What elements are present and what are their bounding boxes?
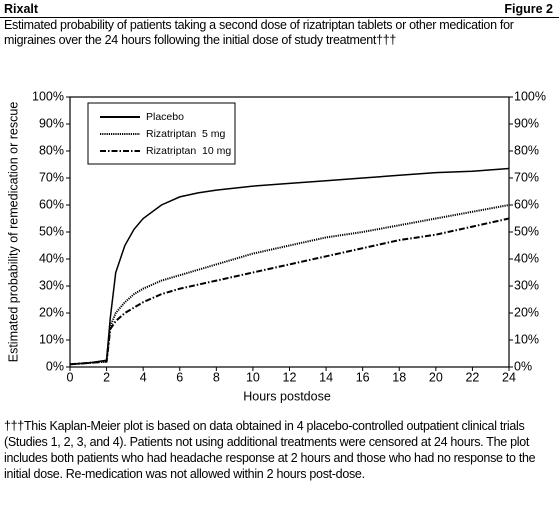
y-tick-label: 70% bbox=[39, 170, 64, 184]
x-tick-label: 20 bbox=[429, 370, 443, 384]
footnote: †††This Kaplan-Meier plot is based on da… bbox=[4, 419, 536, 481]
x-tick-label: 2 bbox=[103, 370, 110, 384]
x-tick-label: 12 bbox=[283, 370, 297, 384]
header-right: Figure 2 bbox=[504, 2, 553, 16]
series-line bbox=[69, 217, 510, 366]
y2-tick-label: 80% bbox=[514, 143, 539, 157]
x-tick-label: 16 bbox=[356, 370, 370, 384]
y-tick-label: 90% bbox=[39, 116, 64, 130]
y2-tick-label: 20% bbox=[514, 305, 539, 319]
y-tick-label: 100% bbox=[32, 89, 64, 103]
series-line bbox=[69, 167, 510, 366]
legend-box bbox=[87, 102, 236, 165]
x-tick-label: 6 bbox=[176, 370, 183, 384]
chart-title: Estimated probability of patients taking… bbox=[4, 18, 514, 47]
y2-tick-label: 10% bbox=[514, 332, 539, 346]
legend-label: Rizatriptan 10 mg bbox=[146, 145, 231, 157]
y2-tick-label: 30% bbox=[514, 278, 539, 292]
y2-tick-label: 40% bbox=[514, 251, 539, 265]
y-tick-label: 80% bbox=[39, 143, 64, 157]
y2-tick-label: 90% bbox=[514, 116, 539, 130]
y-axis-label: Estimated probability of remedication or… bbox=[6, 102, 20, 363]
x-tick-label: 22 bbox=[465, 370, 479, 384]
y2-tick-label: 60% bbox=[514, 197, 539, 211]
y-tick-label: 0% bbox=[46, 359, 64, 373]
y-tick-label: 10% bbox=[39, 332, 64, 346]
legend-label: Placebo bbox=[146, 111, 184, 123]
x-tick-label: 24 bbox=[502, 370, 516, 384]
x-tick-label: 8 bbox=[213, 370, 220, 384]
y2-tick-label: 100% bbox=[514, 89, 546, 103]
y2-tick-label: 70% bbox=[514, 170, 539, 184]
x-tick-label: 10 bbox=[246, 370, 260, 384]
x-tick-label: 4 bbox=[140, 370, 147, 384]
x-axis-label: Hours postdose bbox=[243, 389, 331, 403]
series-line bbox=[69, 204, 510, 366]
legend-label: Rizatriptan 5 mg bbox=[146, 128, 226, 140]
y-tick-label: 30% bbox=[39, 278, 64, 292]
x-tick-label: 18 bbox=[392, 370, 406, 384]
header-rule bbox=[0, 17, 559, 18]
y-tick-label: 60% bbox=[39, 197, 64, 211]
x-tick-label: 14 bbox=[319, 370, 333, 384]
y2-tick-label: 50% bbox=[514, 224, 539, 238]
y-tick-label: 50% bbox=[39, 224, 64, 238]
x-tick-label: 0 bbox=[67, 370, 74, 384]
y2-tick-label: 0% bbox=[514, 359, 532, 373]
y-tick-label: 20% bbox=[39, 305, 64, 319]
header-left: Rixalt bbox=[4, 2, 39, 16]
chart: Hours postdose Estimated probability of … bbox=[6, 89, 546, 403]
y-tick-label: 40% bbox=[39, 251, 64, 265]
